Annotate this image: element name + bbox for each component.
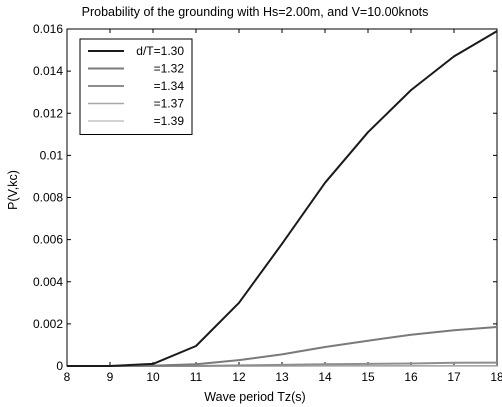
x-tick-label: 13 xyxy=(275,370,289,384)
y-tick-label: 0.012 xyxy=(33,106,63,120)
legend-label: =1.34 xyxy=(154,79,185,93)
series-line-2 xyxy=(67,326,498,367)
x-tick-label: 16 xyxy=(404,370,418,384)
y-tick-label: 0 xyxy=(56,359,63,373)
series-line-1 xyxy=(67,30,498,367)
y-tick-label: 0.002 xyxy=(33,317,63,331)
legend-label: =1.32 xyxy=(154,62,185,76)
y-tick-label: 0.008 xyxy=(33,191,63,205)
x-axis-label: Wave period Tz(s) xyxy=(204,390,305,404)
legend: d/T=1.30 =1.32 =1.34 =1.37 =1.39 xyxy=(79,38,193,135)
y-tick-label: 0.004 xyxy=(33,275,63,289)
y-tick-label: 0.01 xyxy=(40,148,64,162)
x-tick-label: 17 xyxy=(447,370,461,384)
x-tick-label: 12 xyxy=(232,370,246,384)
x-tick-label: 18 xyxy=(490,370,502,384)
x-tick-label: 9 xyxy=(107,370,114,384)
x-tick-label: 10 xyxy=(146,370,160,384)
legend-label: =1.37 xyxy=(154,97,185,111)
legend-label: =1.39 xyxy=(154,114,185,128)
y-tick-label: 0.016 xyxy=(33,22,63,36)
plot-area: 8 9 10 11 12 13 14 15 16 17 18 0 0.002 0.004 0.006 0.00… xyxy=(33,22,502,384)
y-tick-label: 0.006 xyxy=(33,233,63,247)
x-tick-label: 15 xyxy=(361,370,375,384)
y-tick-label: 0.014 xyxy=(33,64,63,78)
x-tick-label: 14 xyxy=(318,370,332,384)
legend-label: d/T=1.30 xyxy=(136,44,184,58)
y-axis-label: P(V,kc) xyxy=(6,170,20,210)
x-tick-label: 11 xyxy=(190,370,203,384)
chart-title: Probability of the grounding with Hs=2.0… xyxy=(82,5,429,19)
x-tick-label: 8 xyxy=(64,370,71,384)
